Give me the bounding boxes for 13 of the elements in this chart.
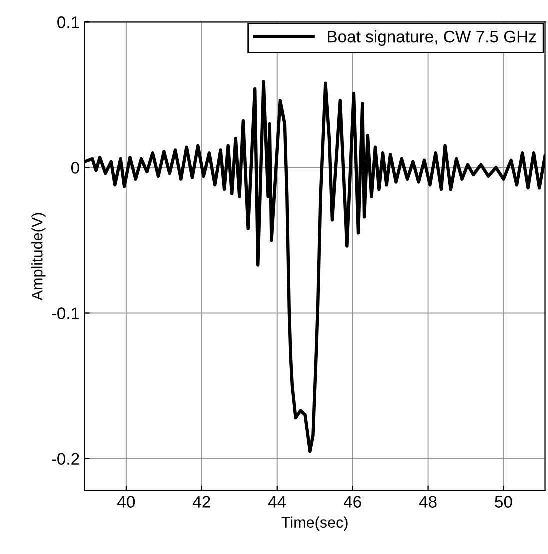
x-tick-label: 48 bbox=[419, 496, 437, 508]
x-tick-label: 42 bbox=[193, 496, 210, 508]
y-tick-label: -0.2 bbox=[52, 453, 80, 466]
legend-label: Boat signature, CW 7.5 GHz bbox=[328, 30, 536, 46]
x-axis-title: Time(sec) bbox=[282, 516, 348, 532]
y-tick-label: 0 bbox=[71, 162, 80, 174]
y-axis-title: Amplitude(V) bbox=[32, 213, 46, 301]
y-tick-label: -0.1 bbox=[52, 308, 80, 320]
y-tick-label: 0.1 bbox=[58, 16, 80, 28]
x-tick-label: 46 bbox=[344, 496, 362, 508]
x-tick-label: 40 bbox=[118, 496, 136, 508]
x-tick-label: 50 bbox=[495, 496, 512, 508]
x-tick-label: 44 bbox=[268, 496, 286, 508]
